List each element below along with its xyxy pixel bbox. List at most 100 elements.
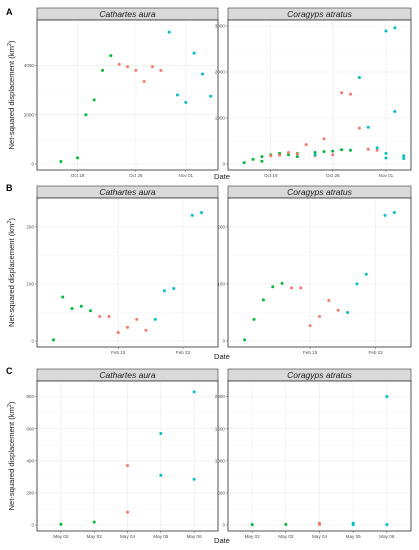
y-tick-label: 100 bbox=[26, 282, 34, 287]
chart-panel: Cathartes aura 0 2000 4000 Oct 19 Oct 26 Nov 0… bbox=[24, 7, 219, 178]
data-point-stationary bbox=[126, 510, 129, 514]
data-point-return bbox=[402, 154, 406, 158]
x-tick-label: May 05 bbox=[346, 534, 362, 539]
y-tick-label: 0 bbox=[222, 162, 225, 167]
x-tick-label: May 04 bbox=[312, 534, 328, 539]
data-point-travel bbox=[252, 317, 256, 321]
data-point-stationary bbox=[278, 153, 282, 157]
y-axis-title-sup: 2 bbox=[7, 404, 13, 407]
data-point-travel bbox=[261, 298, 265, 302]
data-point-stationary bbox=[126, 65, 129, 69]
data-point-travel bbox=[284, 522, 288, 526]
data-point-return bbox=[192, 390, 196, 394]
panel-title: Cathartes aura bbox=[99, 9, 155, 19]
y-tick-label: 600 bbox=[26, 426, 34, 431]
y-tick-label: 200 bbox=[26, 491, 34, 496]
data-point-return bbox=[384, 29, 388, 33]
data-point-return bbox=[175, 93, 179, 97]
x-tick-label: Oct 26 bbox=[326, 173, 340, 178]
x-tick-label: May 03 bbox=[87, 534, 103, 539]
plot-frame bbox=[36, 19, 219, 171]
x-tick-label: Oct 19 bbox=[71, 173, 85, 178]
plot-area bbox=[36, 19, 219, 171]
data-point-return bbox=[355, 282, 359, 286]
data-point-stationary bbox=[126, 325, 129, 329]
data-point-stationary bbox=[289, 286, 293, 290]
data-point-stationary bbox=[126, 464, 129, 468]
data-point-stationary bbox=[286, 151, 290, 154]
data-point-travel bbox=[280, 281, 284, 285]
data-point-return bbox=[357, 76, 361, 80]
y-tick-label: 200 bbox=[217, 224, 225, 229]
data-point-stationary bbox=[336, 308, 340, 312]
y-tick-label: 2000 bbox=[24, 112, 35, 117]
data-point-return bbox=[159, 432, 163, 436]
plot-frame bbox=[36, 197, 219, 348]
x-tick-label: Oct 26 bbox=[129, 173, 143, 178]
data-point-stationary bbox=[144, 328, 148, 332]
panel-title: Cathartes aura bbox=[99, 187, 155, 197]
data-point-return bbox=[163, 289, 167, 293]
y-axis-title-main: Net-squared displacement (km bbox=[7, 46, 16, 149]
data-point-stationary bbox=[340, 91, 344, 95]
data-point-travel bbox=[250, 523, 254, 527]
data-point-return bbox=[172, 286, 176, 290]
chart-panel: Coragyps atratus 0 500 1000 1500 2000 May 02 Ma… bbox=[215, 368, 412, 539]
data-point-stationary bbox=[117, 62, 121, 66]
y-tick-label: 0 bbox=[31, 339, 34, 344]
y-tick-label: 4000 bbox=[24, 63, 35, 68]
data-point-stationary bbox=[331, 153, 335, 157]
data-point-return bbox=[392, 211, 396, 215]
data-point-stationary bbox=[327, 298, 331, 302]
y-tick-label: 100 bbox=[217, 282, 225, 287]
data-point-return bbox=[364, 272, 368, 276]
chart-panel: Cathartes aura 0 100 200 Feb 15 Feb 22 bbox=[26, 185, 219, 355]
data-point-travel bbox=[70, 306, 74, 310]
data-point-return bbox=[384, 156, 388, 160]
x-tick-label: May 05 bbox=[153, 534, 169, 539]
x-tick-label: Feb 22 bbox=[176, 350, 191, 355]
data-point-travel bbox=[260, 159, 264, 163]
data-point-return bbox=[192, 51, 196, 55]
y-axis-title-close: ) bbox=[7, 401, 16, 404]
chart-panel: Cathartes aura 0 200 400 600 800 May 02 May 03 M… bbox=[26, 368, 219, 539]
y-axis-title: Net-squared displacement (km2) bbox=[7, 218, 16, 327]
data-point-stationary bbox=[318, 521, 321, 525]
data-point-stationary bbox=[308, 324, 312, 328]
data-point-travel bbox=[251, 157, 255, 161]
data-point-travel bbox=[349, 148, 353, 152]
data-point-return bbox=[393, 26, 397, 30]
data-point-travel bbox=[59, 160, 63, 164]
y-tick-label: 2000 bbox=[215, 70, 226, 75]
data-point-return bbox=[192, 477, 196, 481]
data-point-travel bbox=[271, 285, 275, 289]
y-axis-title-sup: 2 bbox=[7, 221, 13, 224]
data-point-stationary bbox=[357, 126, 361, 130]
data-point-stationary bbox=[142, 79, 146, 83]
y-axis-title: Net-squared displacement (km2) bbox=[7, 401, 16, 510]
data-point-return bbox=[313, 153, 317, 157]
data-point-travel bbox=[84, 113, 88, 117]
data-point-return bbox=[351, 521, 355, 525]
chart-panel: Coragyps atratus 0 1000 2000 3000 Oct 19 Oct 2… bbox=[215, 7, 412, 178]
data-point-travel bbox=[76, 156, 80, 160]
x-tick-label: Feb 15 bbox=[111, 350, 126, 355]
data-point-travel bbox=[101, 68, 105, 72]
panel-title: Cathartes aura bbox=[99, 370, 155, 380]
data-point-travel bbox=[92, 98, 96, 102]
data-point-return bbox=[167, 30, 171, 34]
x-tick-label: Feb 15 bbox=[303, 350, 318, 355]
data-point-stationary bbox=[98, 314, 102, 318]
x-axis-title: Date bbox=[214, 536, 230, 545]
y-tick-label: 500 bbox=[217, 491, 225, 496]
data-point-stationary bbox=[269, 154, 273, 158]
panel-title: Coragyps atratus bbox=[287, 9, 352, 19]
data-point-stationary bbox=[107, 314, 111, 318]
data-point-return bbox=[209, 94, 213, 98]
data-point-stationary bbox=[295, 152, 299, 156]
data-point-travel bbox=[51, 338, 55, 342]
x-tick-label: May 03 bbox=[278, 534, 294, 539]
data-point-return bbox=[383, 213, 387, 217]
